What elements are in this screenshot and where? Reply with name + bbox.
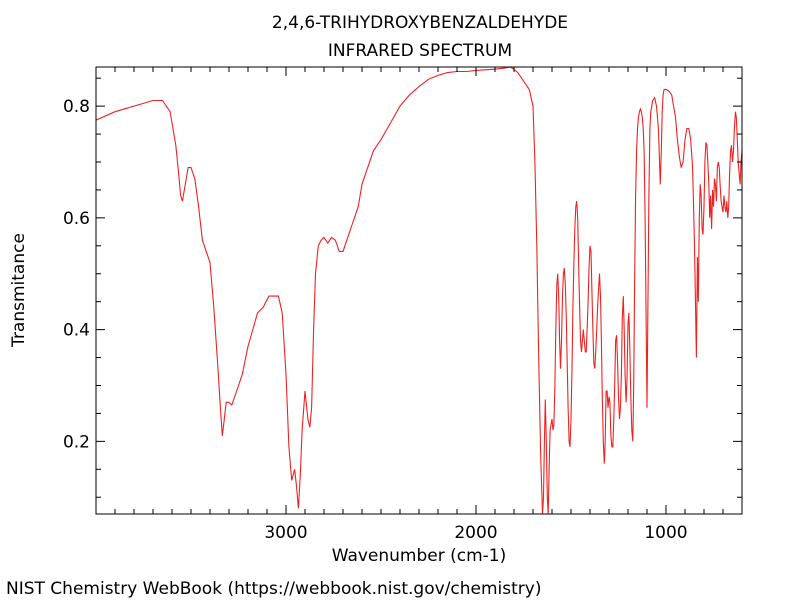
x-tick-label: 2000 [454,523,497,543]
x-tick-label: 1000 [644,523,687,543]
source-credit: NIST Chemistry WebBook (https://webbook.… [6,579,541,599]
plot-frame [95,66,743,515]
y-tick-label: 0.2 [63,432,90,452]
y-tick-label: 0.8 [63,97,90,117]
x-axis-label: Wavenumber (cm-1) [332,546,507,566]
chart-subtitle: INFRARED SPECTRUM [328,41,512,61]
x-axis-ticks: 3000 2000 1000 [95,67,743,543]
x-tick-label: 3000 [264,523,307,543]
y-tick-label: 0.4 [63,321,90,341]
y-axis-ticks: 0.2 0.4 0.6 0.8 [63,77,742,498]
y-tick-label: 0.6 [63,209,90,229]
spectrum-line [96,67,742,514]
chart-title: 2,4,6-TRIHYDROXYBENZALDEHYDE [272,13,568,33]
y-axis-label: Transmitance [9,233,29,348]
